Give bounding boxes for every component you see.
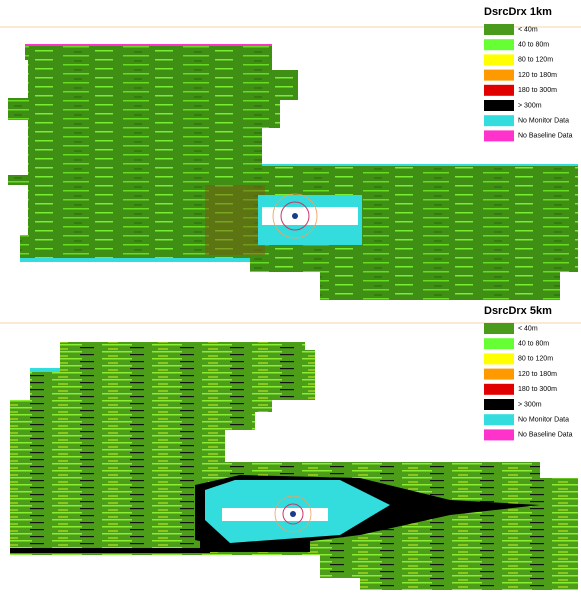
legend-label: < 40m [518,26,538,33]
legend-label: 120 to 180m [518,371,557,378]
legend-swatch [484,399,514,410]
legend-label: < 40m [518,325,538,332]
legend-swatch [484,54,514,65]
legend-title: DsrcDrx 5km [484,305,552,317]
legend-label: > 300m [518,401,542,408]
legend-swatch [484,338,514,349]
legend-label: 40 to 80m [518,42,549,49]
legend-swatch [484,414,514,425]
legend-label: 40 to 80m [518,341,549,348]
page: DsrcDrx 1km < 40m 40 to 80m 80 to 120m 120 t… [0,0,581,597]
legend-label: No Monitor Data [518,417,569,424]
legend-title: DsrcDrx 1km [484,6,552,18]
legend-label: > 300m [518,102,542,109]
legend-label: 180 to 300m [518,386,557,393]
legend-swatch [484,353,514,364]
legend-label: No Monitor Data [518,118,569,125]
legend-swatch [484,429,514,440]
legend-swatch [484,384,514,395]
legend-label: No Baseline Data [518,133,573,140]
legend-swatch [484,130,514,141]
legend-label: No Baseline Data [518,432,573,439]
map-figure: DsrcDrx 1km < 40m 40 to 80m 80 to 120m 120 t… [0,0,581,597]
legend-swatch [484,100,514,111]
legend-swatch [484,323,514,334]
map-1km [8,44,578,300]
legend-swatch [484,369,514,380]
legend-label: 80 to 120m [518,57,553,64]
legend-swatch [484,39,514,50]
legend-label: 80 to 120m [518,356,553,363]
legend-label: 180 to 300m [518,87,557,94]
legend-swatch [484,115,514,126]
legend-swatch [484,24,514,35]
legend-swatch [484,85,514,96]
legend-label: 120 to 180m [518,72,557,79]
legend-swatch [484,70,514,81]
